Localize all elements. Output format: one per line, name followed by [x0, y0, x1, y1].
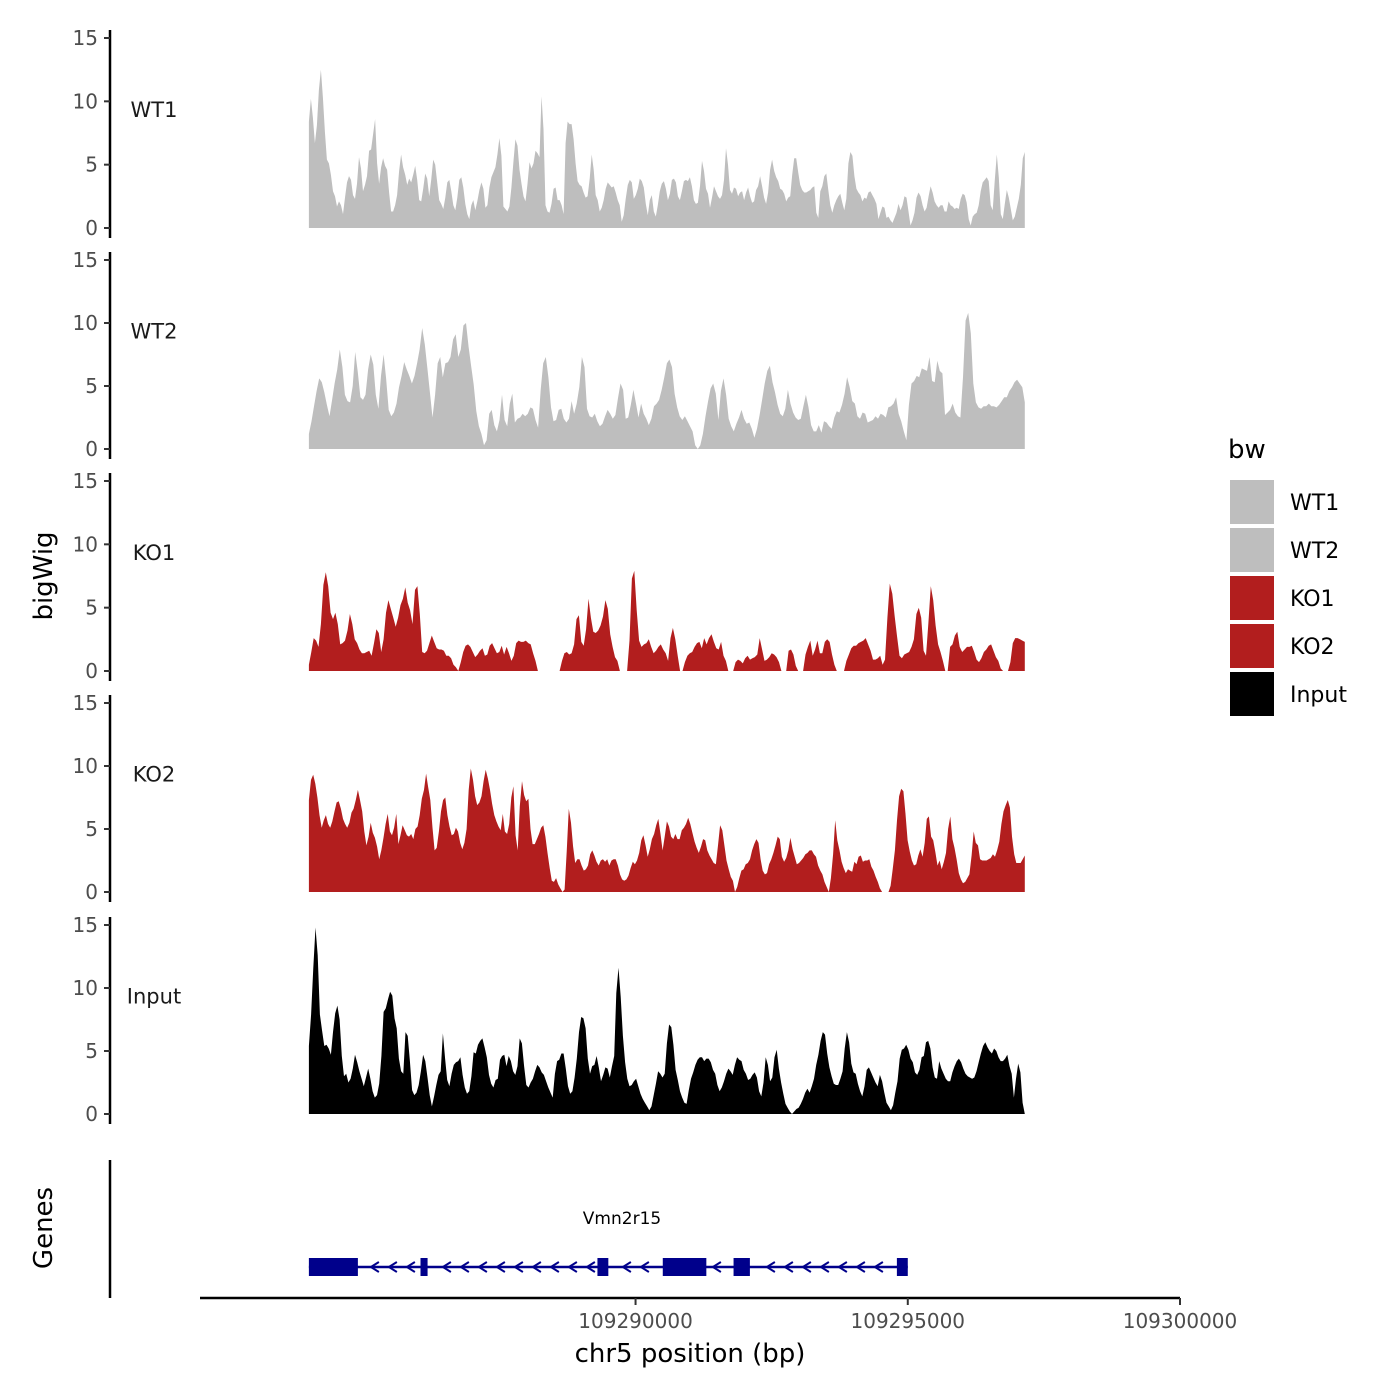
genes-panel: Vmn2r15: [108, 1160, 908, 1298]
strand-arrow: [477, 1261, 488, 1273]
track-label-ko2: KO2: [133, 763, 176, 787]
strand-arrow: [819, 1261, 830, 1273]
x-tick-label: 109295000: [851, 1309, 966, 1333]
y-tick-label: 10: [73, 754, 98, 778]
y-tick-label: 0: [85, 1102, 98, 1126]
strand-arrow: [783, 1261, 794, 1273]
gene-exon: [896, 1258, 908, 1276]
track-label-ko1: KO1: [133, 541, 176, 565]
legend-label: Input: [1290, 683, 1347, 708]
legend-item-ko1: KO1: [1230, 576, 1335, 620]
legend-label: WT2: [1290, 539, 1339, 564]
y-tick-label: 10: [73, 89, 98, 113]
y-tick-label: 10: [73, 311, 98, 335]
legend-label: KO2: [1290, 635, 1335, 660]
y-tick-label: 5: [85, 817, 98, 841]
gene-exon: [420, 1258, 428, 1276]
legend-swatch: [1230, 576, 1274, 620]
track-input: 0 5 10 15 Input: [73, 913, 1025, 1126]
strand-arrow: [837, 1261, 848, 1273]
strand-arrow: [873, 1261, 884, 1273]
strand-arrow: [369, 1261, 380, 1273]
strand-arrow: [405, 1261, 416, 1273]
area-ko1: [308, 570, 1025, 671]
y-tick-label: 15: [73, 469, 98, 493]
legend-label: KO1: [1290, 587, 1335, 612]
track-label-wt1: WT1: [131, 98, 178, 122]
legend-label: WT1: [1290, 491, 1339, 516]
bigwig-tracks: 0 5 10 15 WT1 0 5 10 15 WT2 0 5 10 15 KO1 0 5 10 15 KO2 0 5 10…: [73, 26, 1025, 1126]
genes-axis-title: Genes: [29, 1187, 59, 1269]
y-tick-label: 15: [73, 26, 98, 50]
legend-swatch: [1230, 480, 1274, 524]
legend-title: bw: [1228, 435, 1266, 465]
strand-arrow: [711, 1261, 722, 1273]
y-tick-label: 10: [73, 532, 98, 556]
strand-arrow: [567, 1261, 578, 1273]
x-tick-label: 109290000: [578, 1309, 693, 1333]
legend-item-input: Input: [1230, 672, 1347, 716]
track-wt1: 0 5 10 15 WT1: [73, 26, 1025, 240]
gene-exon: [308, 1258, 358, 1276]
strand-arrow: [639, 1261, 650, 1273]
y-tick-label: 15: [73, 913, 98, 937]
track-wt2: 0 5 10 15 WT2: [73, 248, 1025, 461]
area-wt1: [308, 69, 1025, 228]
gene-exon: [662, 1258, 707, 1276]
area-wt2: [308, 312, 1025, 449]
track-ko2: 0 5 10 15 KO2: [73, 691, 1025, 904]
gene-exon: [597, 1258, 609, 1276]
strand-arrow: [441, 1261, 452, 1273]
track-label-wt2: WT2: [131, 320, 178, 344]
y-tick-label: 15: [73, 691, 98, 715]
x-tick-label: 109300000: [1123, 1309, 1238, 1333]
track-ko1: 0 5 10 15 KO1: [73, 469, 1025, 683]
track-label-input: Input: [127, 985, 181, 1009]
y-tick-label: 0: [85, 880, 98, 904]
y-tick-label: 5: [85, 153, 98, 177]
strand-arrow: [513, 1261, 524, 1273]
y-tick-label: 10: [73, 976, 98, 1000]
area-ko2: [308, 768, 1025, 892]
legend-item-wt2: WT2: [1230, 528, 1339, 572]
y-tick-label: 0: [85, 216, 98, 240]
strand-arrow: [585, 1261, 596, 1273]
x-axis: 109290000 109295000 109300000: [200, 1296, 1238, 1333]
strand-arrow: [531, 1261, 542, 1273]
strand-arrow: [765, 1261, 776, 1273]
y-tick-label: 5: [85, 596, 98, 620]
y-tick-label: 5: [85, 1039, 98, 1063]
y-tick-label: 0: [85, 659, 98, 683]
y-tick-label: 5: [85, 374, 98, 398]
strand-arrow: [549, 1261, 560, 1273]
legend: bw WT1 WT2 KO1 KO2 Input: [1228, 435, 1347, 716]
strand-arrow: [459, 1261, 470, 1273]
legend-item-wt1: WT1: [1230, 480, 1339, 524]
x-axis-title: chr5 position (bp): [575, 1339, 806, 1369]
legend-swatch: [1230, 672, 1274, 716]
gene-exon: [733, 1258, 750, 1276]
strand-arrow: [387, 1261, 398, 1273]
strand-arrow: [621, 1261, 632, 1273]
strand-arrow: [801, 1261, 812, 1273]
legend-swatch: [1230, 528, 1274, 572]
strand-arrow: [855, 1261, 866, 1273]
y-tick-label: 0: [85, 437, 98, 461]
legend-item-ko2: KO2: [1230, 624, 1335, 668]
legend-swatch: [1230, 624, 1274, 668]
y-tick-label: 15: [73, 248, 98, 272]
y-axis-title: bigWig: [29, 531, 59, 620]
area-input: [308, 927, 1025, 1114]
strand-arrow: [495, 1261, 506, 1273]
gene-vmn2r15: Vmn2r15: [308, 1209, 908, 1276]
gene-name-label: Vmn2r15: [583, 1209, 661, 1229]
